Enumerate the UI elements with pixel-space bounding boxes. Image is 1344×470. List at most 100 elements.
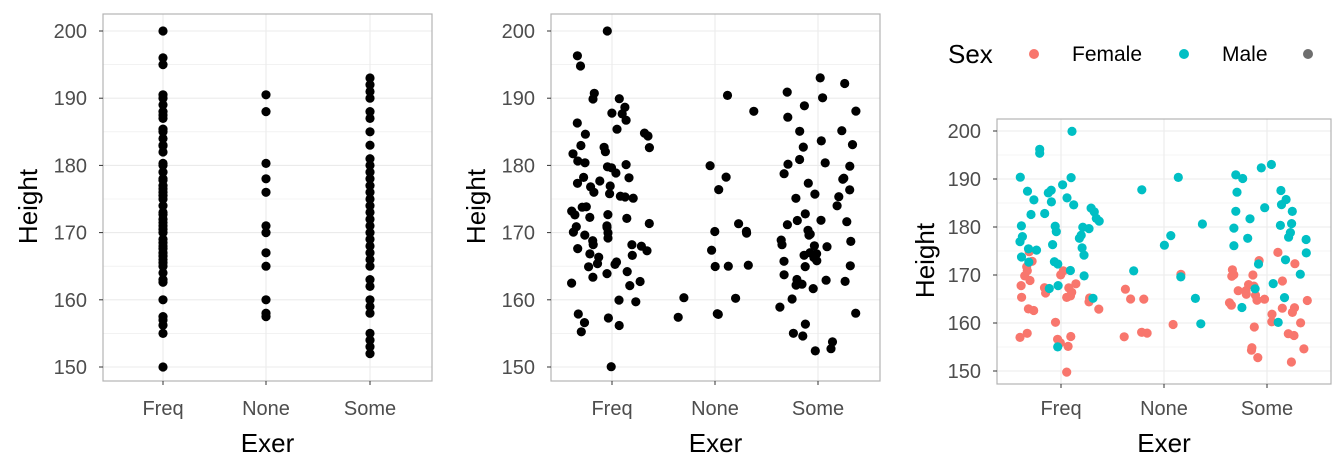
data-point xyxy=(572,178,583,188)
data-point xyxy=(158,90,168,100)
data-point xyxy=(607,108,617,118)
data-point xyxy=(1283,329,1293,339)
data-point xyxy=(1268,279,1278,289)
data-point xyxy=(1237,302,1247,313)
data-point xyxy=(614,295,624,305)
data-point xyxy=(158,158,168,168)
data-point xyxy=(1079,271,1089,281)
panel-jitter-scatter: 150 160 170 180 190 200 Freq None Some Exer Height xyxy=(461,13,881,458)
data-point xyxy=(631,297,641,307)
data-point xyxy=(1023,244,1034,254)
data-point xyxy=(731,293,741,303)
x-tick-label: None xyxy=(691,398,739,420)
data-point xyxy=(572,118,582,128)
data-point xyxy=(1253,353,1263,363)
data-point xyxy=(799,101,810,111)
data-point xyxy=(614,94,624,104)
data-point xyxy=(158,60,168,70)
data-point xyxy=(365,281,375,291)
data-point xyxy=(1126,294,1136,304)
data-point xyxy=(365,241,375,251)
data-point xyxy=(795,126,805,136)
data-point xyxy=(810,346,820,356)
data-point xyxy=(1015,172,1025,182)
x-tick-label: None xyxy=(242,398,290,420)
data-point xyxy=(1069,200,1079,210)
data-point xyxy=(1166,231,1176,241)
data-point xyxy=(573,156,583,166)
data-point xyxy=(1031,245,1042,255)
data-point xyxy=(620,192,630,202)
data-point xyxy=(776,235,786,245)
data-point xyxy=(1066,173,1076,183)
data-point xyxy=(365,214,375,224)
data-point xyxy=(568,149,578,159)
data-point xyxy=(1266,159,1276,170)
data-point xyxy=(1250,284,1260,294)
data-point xyxy=(158,362,168,372)
data-point xyxy=(594,252,604,262)
data-point xyxy=(1053,281,1063,291)
data-point xyxy=(1046,185,1056,195)
data-point xyxy=(614,320,624,331)
data-point xyxy=(588,94,598,104)
y-tick-label: 160 xyxy=(502,290,535,312)
data-point xyxy=(644,218,654,229)
data-point xyxy=(792,215,802,226)
y-axis-title: Height xyxy=(461,168,491,244)
data-point xyxy=(158,207,168,217)
data-point xyxy=(158,53,168,63)
data-point xyxy=(722,90,733,100)
data-point xyxy=(1065,265,1075,276)
data-point xyxy=(800,209,810,219)
data-point xyxy=(827,337,838,347)
data-point xyxy=(779,270,789,280)
data-point xyxy=(1273,247,1283,257)
data-point xyxy=(580,129,591,139)
x-tick-label: Some xyxy=(792,398,844,420)
data-point xyxy=(1026,209,1036,220)
y-tick-label: 150 xyxy=(54,357,87,379)
data-point xyxy=(1016,281,1026,291)
data-point xyxy=(261,158,271,168)
data-point xyxy=(1267,309,1277,319)
data-point xyxy=(588,272,598,282)
panel-plain-scatter: 150 160 170 180 190 200 Freq None Some Exer Height xyxy=(13,13,433,458)
data-point xyxy=(775,302,785,312)
data-point xyxy=(1058,180,1068,190)
data-point xyxy=(261,174,271,184)
data-point xyxy=(783,112,793,122)
data-point xyxy=(782,87,792,97)
data-point xyxy=(261,107,271,117)
data-point xyxy=(816,215,826,225)
data-point xyxy=(1276,185,1286,196)
data-point xyxy=(705,161,715,171)
data-point xyxy=(158,133,168,144)
y-axis-title: Height xyxy=(910,222,940,298)
data-point xyxy=(679,293,689,303)
data-point xyxy=(261,228,271,238)
data-point xyxy=(1088,293,1098,303)
data-point xyxy=(595,176,605,186)
data-point xyxy=(602,269,612,279)
data-point xyxy=(1301,234,1311,245)
data-point xyxy=(800,262,810,272)
data-point xyxy=(158,275,168,285)
data-point xyxy=(847,140,858,150)
data-point xyxy=(749,106,759,116)
data-point xyxy=(741,226,752,236)
data-point xyxy=(365,113,375,123)
data-point xyxy=(808,284,818,294)
data-point xyxy=(845,161,855,171)
data-point xyxy=(1094,304,1104,314)
data-point xyxy=(628,193,638,203)
data-point xyxy=(158,312,168,322)
data-point xyxy=(261,221,271,231)
data-point xyxy=(158,124,168,134)
data-point xyxy=(1050,317,1061,327)
data-point xyxy=(1273,317,1283,327)
data-point xyxy=(605,181,615,191)
data-point xyxy=(1079,250,1089,260)
y-tick-label: 160 xyxy=(948,313,981,335)
data-point xyxy=(627,250,637,260)
